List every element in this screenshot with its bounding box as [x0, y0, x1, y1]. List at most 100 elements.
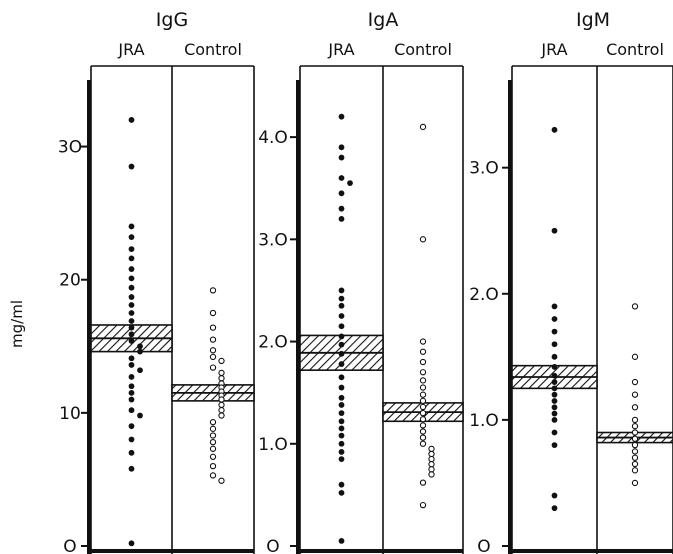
- group-label-control: Control: [394, 40, 452, 59]
- data-point-control: [631, 435, 639, 442]
- y-axis-label: mg/ml: [8, 300, 26, 348]
- data-point-jra: [128, 294, 135, 300]
- data-point-jra: [338, 449, 345, 455]
- data-point-jra: [551, 126, 558, 133]
- data-point-jra: [128, 318, 135, 324]
- data-point-jra: [128, 302, 135, 308]
- data-point-control: [631, 416, 639, 424]
- data-point-jra: [338, 402, 345, 408]
- group-label-control: Control: [606, 40, 664, 59]
- data-point-jra: [128, 436, 135, 443]
- y-tick-label: 1.O: [258, 435, 288, 455]
- data-point-jra: [128, 540, 135, 547]
- y-tick-label: O: [477, 537, 490, 554]
- data-point-jra: [128, 324, 135, 331]
- data-point-jra: [338, 384, 345, 391]
- y-tick-label: 3.O: [469, 159, 499, 179]
- data-point-control: [419, 479, 427, 486]
- data-point-jra: [551, 316, 558, 322]
- data-point-control: [631, 479, 639, 487]
- group-label-jra: JRA: [117, 40, 144, 59]
- data-point-control: [631, 460, 639, 468]
- y-tick-label: 20: [59, 271, 81, 291]
- data-point-jra: [338, 190, 345, 197]
- panels-layer: IgG JRA Control O 10 20 3O IgA JRA Control O 1.O 2.O…: [58, 9, 673, 554]
- data-point-jra: [551, 391, 558, 398]
- data-point-control: [209, 364, 217, 371]
- data-point-jra: [338, 215, 345, 222]
- data-point-jra: [551, 398, 558, 404]
- data-point-control: [631, 454, 639, 461]
- data-point-jra: [338, 313, 345, 319]
- data-point-jra: [137, 367, 143, 374]
- data-point-control: [428, 445, 435, 453]
- data-point-jra: [551, 442, 558, 449]
- data-point-control: [218, 396, 225, 403]
- data-point-control: [218, 357, 225, 365]
- data-point-jra: [338, 295, 345, 302]
- data-point-control: [419, 338, 427, 345]
- data-point-control: [419, 384, 427, 391]
- data-point-jra: [128, 275, 135, 282]
- data-point-control: [419, 369, 427, 376]
- y-tick-label: 3O: [58, 138, 82, 158]
- data-point-control: [419, 409, 427, 417]
- y-tick-label: 2.O: [258, 333, 288, 353]
- data-point-jra: [551, 328, 558, 335]
- data-point-control: [419, 123, 427, 131]
- data-point-jra: [137, 348, 143, 355]
- data-point-control: [419, 348, 427, 355]
- data-point-jra: [347, 180, 353, 187]
- y-tick-label: 10: [59, 404, 81, 424]
- data-point-jra: [551, 353, 558, 360]
- data-point-jra: [338, 154, 345, 161]
- data-point-jra: [128, 338, 135, 344]
- data-point-jra: [128, 331, 135, 338]
- data-point-control: [209, 472, 217, 479]
- data-point-jra: [338, 361, 345, 367]
- data-point-jra: [551, 492, 558, 499]
- data-point-jra: [551, 364, 558, 370]
- data-point-control: [428, 461, 435, 468]
- data-point-jra: [338, 175, 345, 181]
- data-point-jra: [338, 144, 345, 151]
- data-point-jra: [338, 287, 345, 294]
- data-point-jra: [338, 323, 345, 330]
- data-point-control: [218, 401, 225, 409]
- data-point-jra: [128, 163, 135, 170]
- data-point-control: [209, 419, 217, 426]
- data-point-jra: [128, 266, 135, 272]
- panel-title: IgM: [576, 9, 610, 31]
- data-point-control: [631, 303, 639, 310]
- panel-igm: IgM JRA Control O 1.O 2.O 3.O: [469, 9, 673, 554]
- data-point-jra: [128, 374, 135, 380]
- data-point-jra: [128, 396, 135, 403]
- y-tick-label: O: [63, 537, 76, 554]
- group-label-control: Control: [184, 40, 242, 59]
- data-point-jra: [128, 449, 135, 456]
- data-point-control: [419, 428, 427, 435]
- data-point-jra: [128, 423, 135, 430]
- data-point-control: [631, 429, 639, 436]
- data-point-control: [419, 377, 427, 384]
- data-point-control: [209, 347, 217, 354]
- data-point-control: [428, 455, 435, 463]
- data-point-control: [218, 369, 225, 377]
- data-point-control: [631, 448, 639, 455]
- data-point-control: [209, 438, 217, 446]
- data-point-jra: [338, 537, 345, 544]
- data-point-control: [419, 403, 427, 411]
- data-point-jra: [128, 223, 135, 230]
- data-point-jra: [128, 355, 135, 362]
- data-point-jra: [551, 404, 558, 411]
- y-tick-label: 2.O: [469, 285, 499, 305]
- group-label-jra: JRA: [540, 40, 567, 59]
- data-point-control: [419, 236, 427, 243]
- data-point-control: [419, 440, 427, 447]
- data-point-jra: [551, 505, 558, 512]
- data-point-control: [419, 391, 427, 398]
- data-point-jra: [551, 379, 558, 385]
- data-point-jra: [338, 350, 345, 357]
- data-point-jra: [551, 227, 558, 234]
